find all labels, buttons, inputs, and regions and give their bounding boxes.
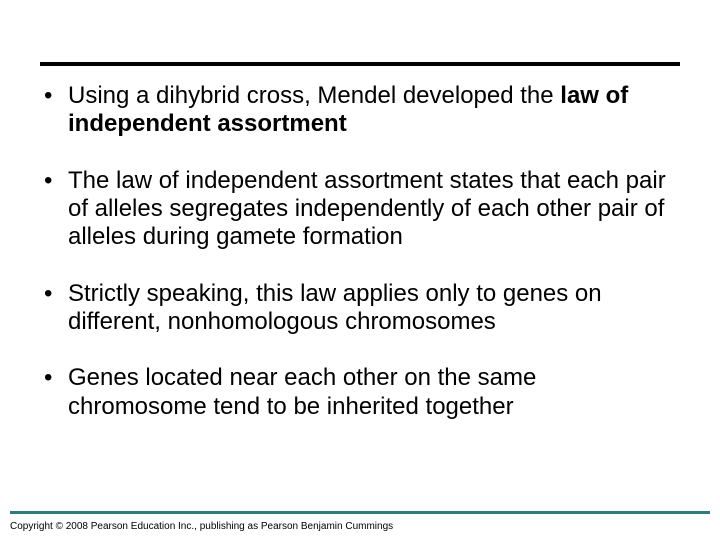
bottom-rule bbox=[10, 511, 710, 514]
content-area: Using a dihybrid cross, Mendel developed… bbox=[40, 82, 680, 449]
slide: Using a dihybrid cross, Mendel developed… bbox=[0, 0, 720, 540]
list-item: The law of independent assortment states… bbox=[40, 167, 680, 252]
top-rule bbox=[40, 62, 680, 66]
bullet-text-pre: Strictly speaking, this law applies only… bbox=[68, 280, 602, 335]
list-item: Using a dihybrid cross, Mendel developed… bbox=[40, 82, 680, 139]
bullet-list: Using a dihybrid cross, Mendel developed… bbox=[40, 82, 680, 421]
bullet-text-pre: Genes located near each other on the sam… bbox=[68, 364, 536, 419]
list-item: Genes located near each other on the sam… bbox=[40, 364, 680, 421]
bullet-text-pre: Using a dihybrid cross, Mendel developed… bbox=[68, 82, 560, 109]
bullet-text-pre: The law of independent assortment states… bbox=[68, 167, 666, 251]
list-item: Strictly speaking, this law applies only… bbox=[40, 280, 680, 337]
copyright-text: Copyright © 2008 Pearson Education Inc.,… bbox=[10, 521, 393, 532]
